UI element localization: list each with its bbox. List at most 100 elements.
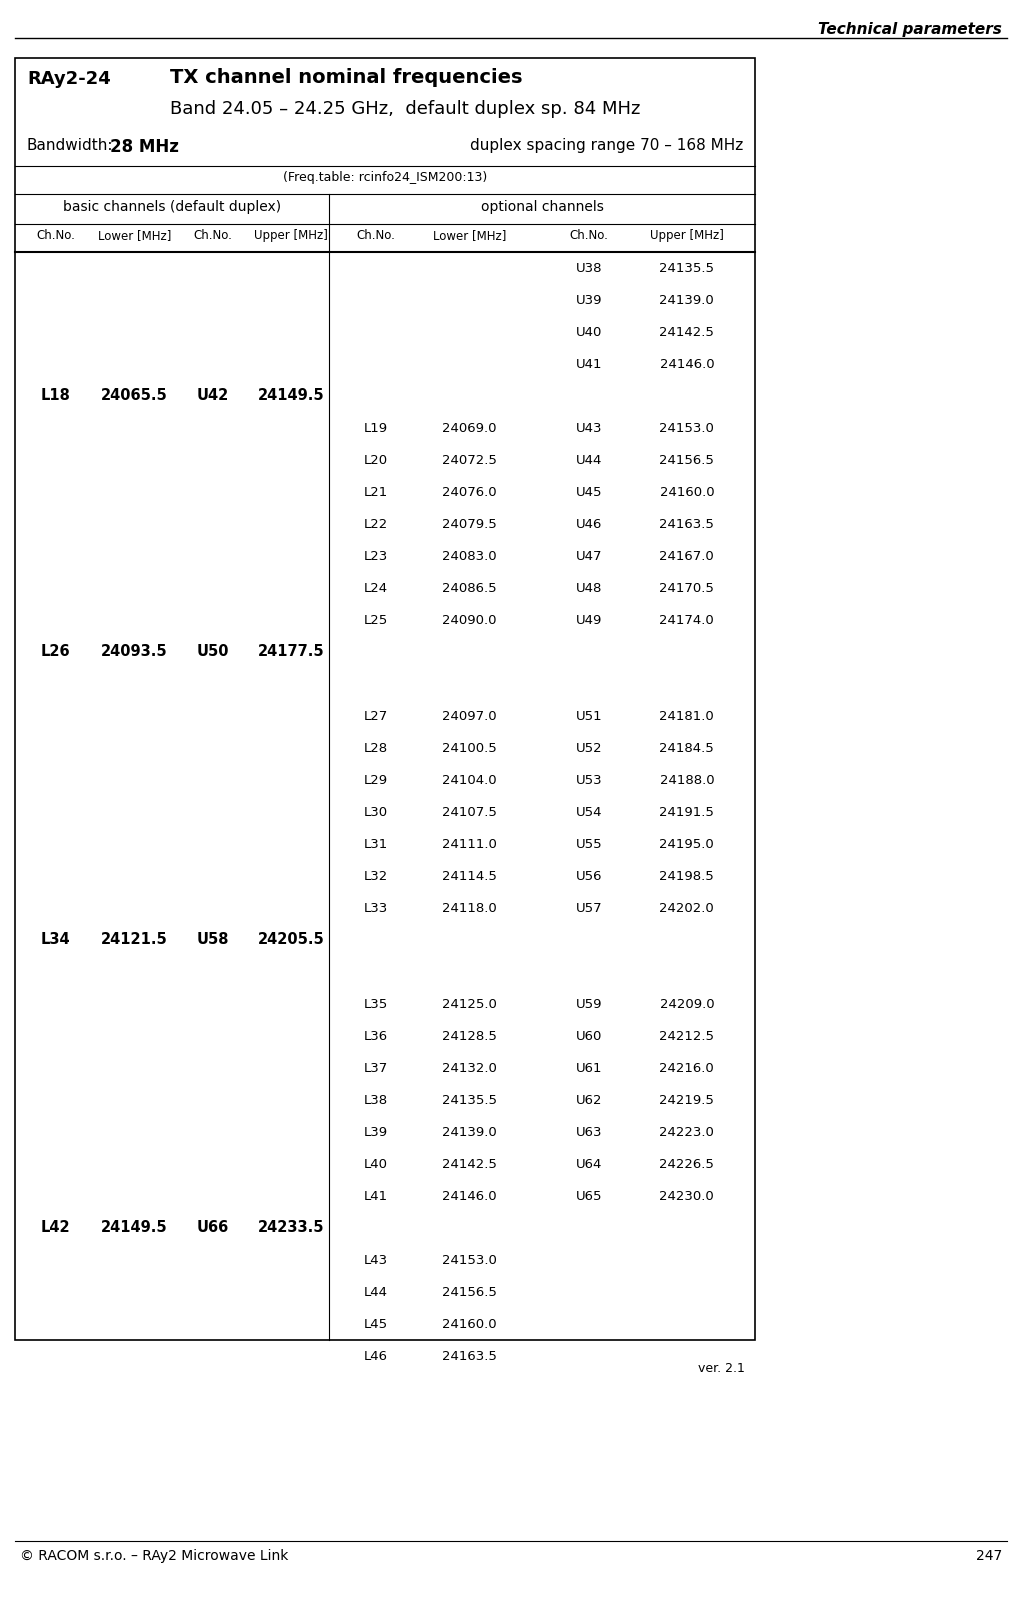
Text: 24114.5: 24114.5 — [443, 870, 497, 883]
Text: L38: L38 — [364, 1094, 388, 1107]
Text: L46: L46 — [364, 1350, 388, 1362]
Text: 24223.0: 24223.0 — [659, 1126, 714, 1138]
Text: L32: L32 — [364, 870, 388, 883]
Text: L27: L27 — [364, 710, 388, 723]
Text: 24146.0: 24146.0 — [443, 1190, 497, 1202]
Text: RAy2-24: RAy2-24 — [27, 70, 110, 88]
Text: L45: L45 — [364, 1318, 388, 1330]
Text: U39: U39 — [575, 294, 602, 307]
Text: 24135.5: 24135.5 — [443, 1094, 497, 1107]
Text: 24181.0: 24181.0 — [659, 710, 714, 723]
Text: Ch.No.: Ch.No. — [37, 229, 76, 241]
Text: U64: U64 — [575, 1158, 602, 1170]
Text: U40: U40 — [575, 326, 602, 339]
Text: U56: U56 — [575, 870, 602, 883]
Text: 24174.0: 24174.0 — [659, 614, 714, 627]
Text: duplex spacing range 70 – 168 MHz: duplex spacing range 70 – 168 MHz — [470, 138, 743, 154]
Text: U45: U45 — [575, 486, 602, 499]
Text: 24230.0: 24230.0 — [659, 1190, 714, 1202]
Text: U58: U58 — [196, 932, 229, 948]
Text: U52: U52 — [575, 742, 602, 755]
Text: 24121.5: 24121.5 — [101, 932, 168, 948]
Text: 24093.5: 24093.5 — [101, 644, 168, 659]
Text: 24202.0: 24202.0 — [659, 902, 714, 915]
Text: U42: U42 — [196, 389, 229, 403]
Text: U53: U53 — [575, 774, 602, 787]
Text: basic channels (default duplex): basic channels (default duplex) — [63, 200, 281, 214]
Text: 24100.5: 24100.5 — [443, 742, 497, 755]
Text: 24177.5: 24177.5 — [258, 644, 325, 659]
Text: 24090.0: 24090.0 — [443, 614, 497, 627]
Text: L39: L39 — [364, 1126, 388, 1138]
Text: U55: U55 — [575, 838, 602, 851]
Text: 24132.0: 24132.0 — [443, 1062, 497, 1075]
Text: 24083.0: 24083.0 — [443, 550, 497, 563]
Text: ver. 2.1: ver. 2.1 — [698, 1362, 745, 1375]
Text: 24216.0: 24216.0 — [659, 1062, 714, 1075]
Text: L18: L18 — [41, 389, 71, 403]
Text: TX channel nominal frequencies: TX channel nominal frequencies — [170, 69, 522, 86]
Text: L40: L40 — [364, 1158, 388, 1170]
Text: U51: U51 — [575, 710, 602, 723]
Text: 24160.0: 24160.0 — [443, 1318, 497, 1330]
Text: 24065.5: 24065.5 — [101, 389, 168, 403]
Text: Ch.No.: Ch.No. — [357, 229, 396, 241]
Text: 24104.0: 24104.0 — [443, 774, 497, 787]
Text: U63: U63 — [575, 1126, 602, 1138]
Text: L23: L23 — [364, 550, 388, 563]
Text: 24195.0: 24195.0 — [659, 838, 714, 851]
Text: 24156.5: 24156.5 — [443, 1286, 497, 1298]
Text: L33: L33 — [364, 902, 388, 915]
Text: 24142.5: 24142.5 — [443, 1158, 497, 1170]
Bar — [15, 58, 755, 1340]
Text: U38: U38 — [575, 262, 602, 275]
Text: U48: U48 — [575, 582, 602, 595]
Text: Lower [MHz]: Lower [MHz] — [433, 229, 506, 241]
Text: U44: U44 — [575, 454, 602, 467]
Text: L35: L35 — [364, 998, 388, 1011]
Text: Ch.No.: Ch.No. — [569, 229, 608, 241]
Text: 24219.5: 24219.5 — [659, 1094, 714, 1107]
Text: 24135.5: 24135.5 — [659, 262, 714, 275]
Text: 24205.5: 24205.5 — [258, 932, 325, 948]
Text: L44: L44 — [364, 1286, 388, 1298]
Text: optional channels: optional channels — [480, 200, 603, 214]
Text: 28 MHz: 28 MHz — [110, 138, 179, 157]
Text: 24191.5: 24191.5 — [659, 806, 714, 819]
Text: 247: 247 — [976, 1549, 1002, 1562]
Text: U65: U65 — [575, 1190, 602, 1202]
Text: L28: L28 — [364, 742, 388, 755]
Text: U54: U54 — [575, 806, 602, 819]
Text: 24107.5: 24107.5 — [443, 806, 497, 819]
Text: 24076.0: 24076.0 — [443, 486, 497, 499]
Text: 24153.0: 24153.0 — [443, 1254, 497, 1266]
Text: 24170.5: 24170.5 — [659, 582, 714, 595]
Text: U50: U50 — [196, 644, 229, 659]
Text: Bandwidth:: Bandwidth: — [27, 138, 113, 154]
Text: 24086.5: 24086.5 — [443, 582, 497, 595]
Text: L24: L24 — [364, 582, 388, 595]
Text: 24111.0: 24111.0 — [443, 838, 497, 851]
Text: 24233.5: 24233.5 — [259, 1220, 325, 1236]
Text: (Freq.table: rcinfo24_ISM200:13): (Freq.table: rcinfo24_ISM200:13) — [283, 171, 487, 184]
Text: 24139.0: 24139.0 — [659, 294, 714, 307]
Text: Upper [MHz]: Upper [MHz] — [254, 229, 328, 241]
Text: L21: L21 — [364, 486, 388, 499]
Text: L19: L19 — [364, 422, 388, 435]
Text: 24125.0: 24125.0 — [443, 998, 497, 1011]
Text: Band 24.05 – 24.25 GHz,  default duplex sp. 84 MHz: Band 24.05 – 24.25 GHz, default duplex s… — [170, 101, 641, 118]
Text: 24212.5: 24212.5 — [659, 1030, 714, 1043]
Text: 24079.5: 24079.5 — [443, 518, 497, 531]
Text: U47: U47 — [575, 550, 602, 563]
Text: 24188.0: 24188.0 — [659, 774, 714, 787]
Text: U60: U60 — [575, 1030, 602, 1043]
Text: 24163.5: 24163.5 — [659, 518, 714, 531]
Text: Ch.No.: Ch.No. — [193, 229, 232, 241]
Text: L22: L22 — [364, 518, 388, 531]
Text: 24153.0: 24153.0 — [659, 422, 714, 435]
Text: L36: L36 — [364, 1030, 388, 1043]
Text: 24069.0: 24069.0 — [443, 422, 497, 435]
Text: L20: L20 — [364, 454, 388, 467]
Text: Technical parameters: Technical parameters — [819, 22, 1002, 37]
Text: 24149.5: 24149.5 — [101, 1220, 168, 1236]
